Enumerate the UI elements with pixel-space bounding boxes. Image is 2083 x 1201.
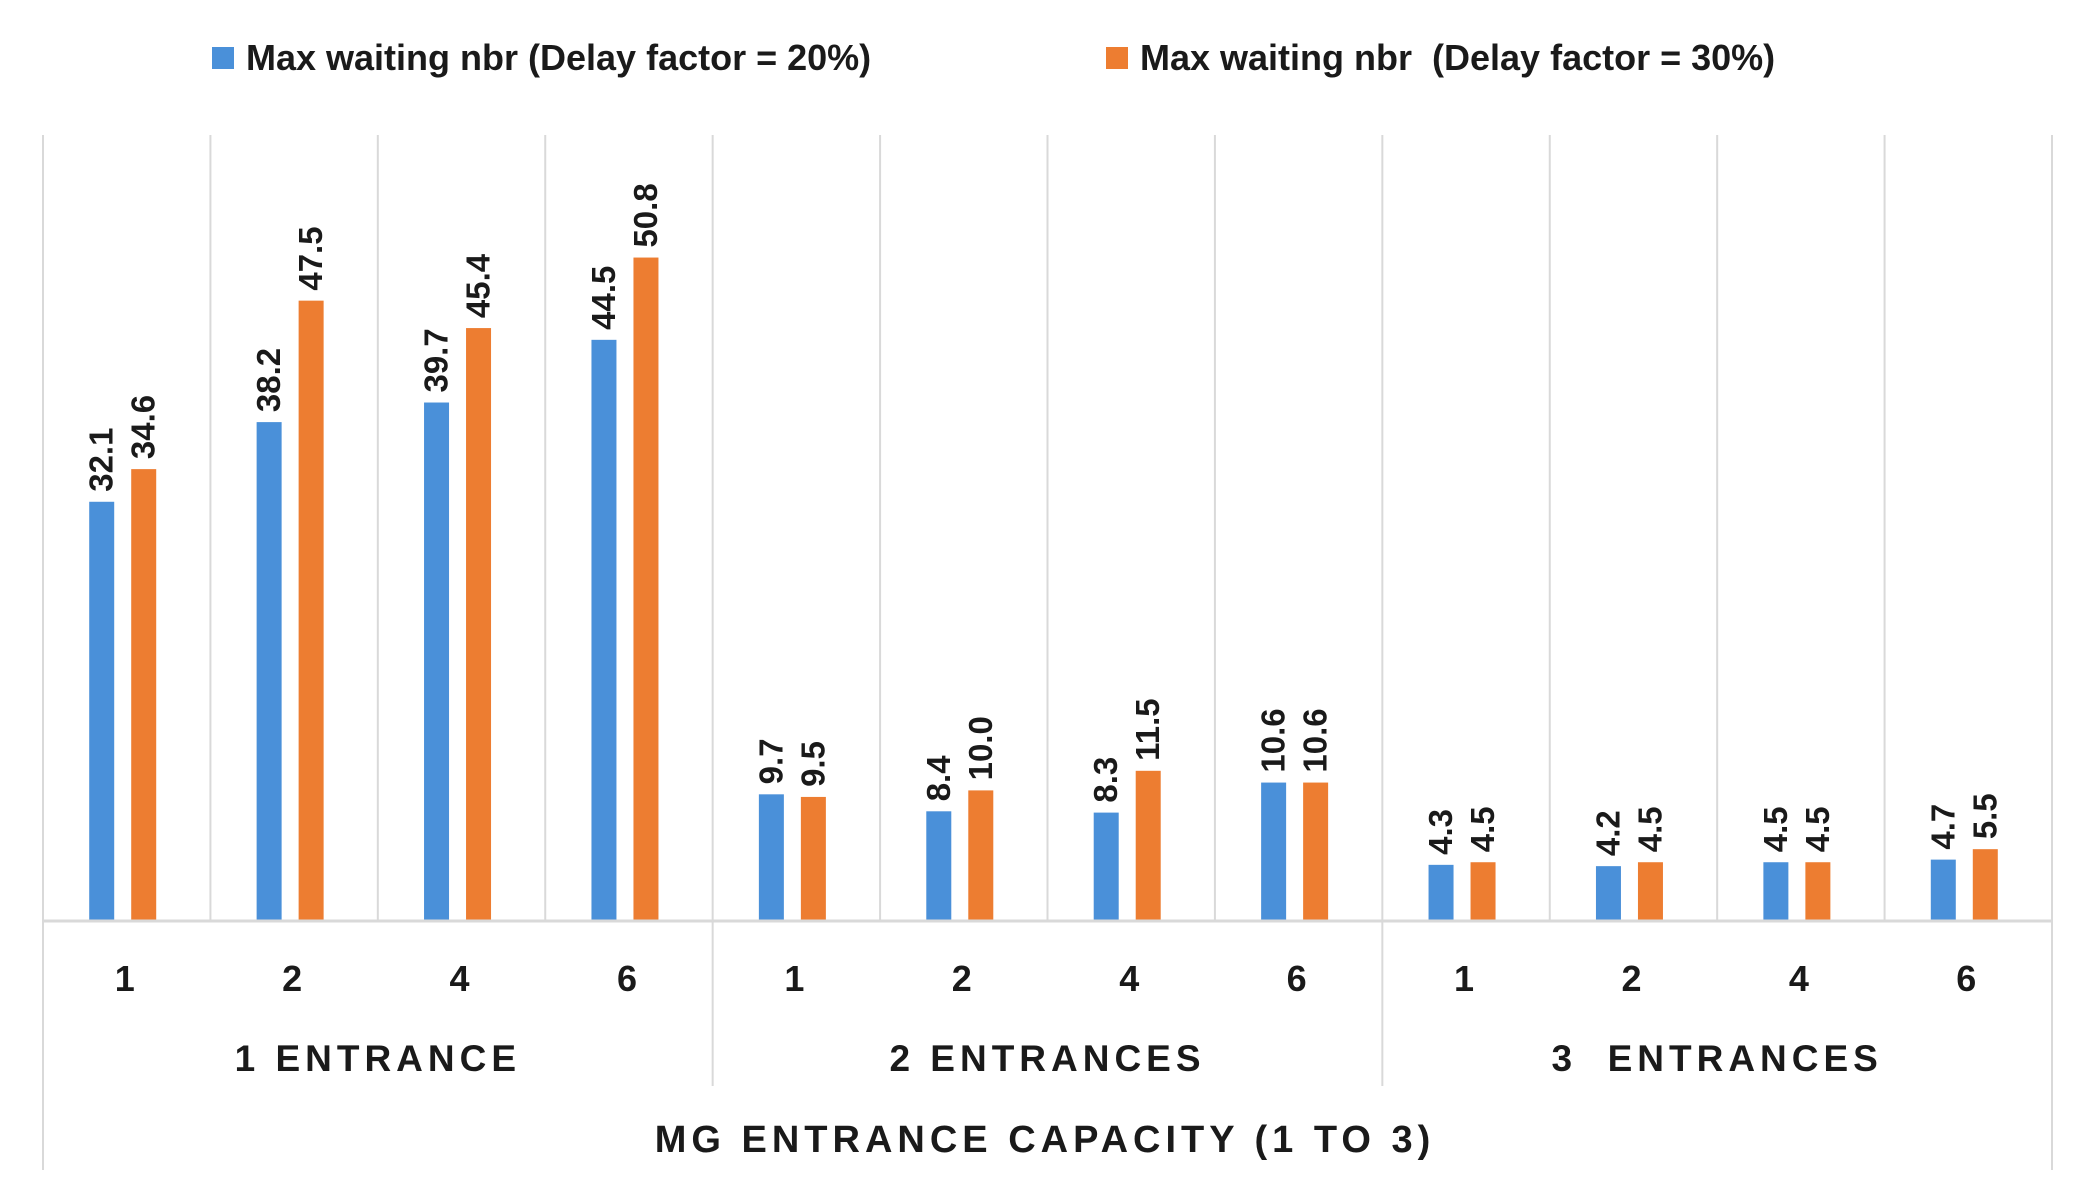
data-label-series-1: 39.7 xyxy=(418,328,455,392)
bar-series-1 xyxy=(1261,782,1287,921)
bar-series-1 xyxy=(926,811,952,921)
group-label: 2 ENTRANCES xyxy=(889,1038,1205,1079)
data-label-series-2: 9.5 xyxy=(794,741,831,787)
legend: Max waiting nbr (Delay factor = 20%) Max… xyxy=(212,37,1775,78)
bars xyxy=(89,257,1998,922)
data-label-series-2: 10.6 xyxy=(1297,708,1334,772)
group-label: 3 ENTRANCES xyxy=(1551,1038,1882,1079)
data-label-series-1: 32.1 xyxy=(83,428,120,492)
bar-series-1 xyxy=(424,402,450,921)
x-tick-label: 4 xyxy=(1119,958,1139,999)
bar-series-2 xyxy=(1135,770,1161,921)
x-tick-label: 2 xyxy=(282,958,302,999)
data-label-series-2: 4.5 xyxy=(1631,806,1668,852)
grid-lines xyxy=(42,135,2053,921)
bar-series-2 xyxy=(298,300,324,921)
x-tick-label: 1 xyxy=(1454,958,1474,999)
bar-series-1 xyxy=(1595,866,1621,921)
legend-label-series-2: Max waiting nbr (Delay factor = 30%) xyxy=(1140,37,1775,78)
data-label-series-1: 9.7 xyxy=(752,738,789,784)
data-label-series-1: 8.3 xyxy=(1087,757,1124,803)
data-label-series-2: 50.8 xyxy=(627,183,664,247)
data-label-series-2: 34.6 xyxy=(125,395,162,459)
x-axis-title: MG ENTRANCE CAPACITY (1 TO 3) xyxy=(655,1119,1436,1161)
bar-series-1 xyxy=(1428,864,1454,921)
data-label-series-1: 8.4 xyxy=(920,755,957,802)
x-tick-label: 1 xyxy=(784,958,804,999)
data-label-series-1: 44.5 xyxy=(585,266,622,330)
data-label-series-1: 4.2 xyxy=(1589,810,1626,856)
x-tick-label: 6 xyxy=(617,958,637,999)
data-label-series-2: 4.5 xyxy=(1799,806,1836,852)
bar-series-1 xyxy=(1930,859,1956,921)
group-label: 1 ENTRANCE xyxy=(235,1038,521,1079)
data-labels: 32.134.6 38.2 47.5 39.745.4 44.550.8 9.7 9.5 8.… xyxy=(83,183,2004,856)
x-tick-label: 6 xyxy=(1956,958,1976,999)
x-tick-label: 4 xyxy=(1789,958,1809,999)
bar-series-2 xyxy=(131,469,157,921)
data-label-series-1: 4.3 xyxy=(1422,809,1459,855)
data-label-series-2: 10.0 xyxy=(962,716,999,780)
data-label-series-2: 4.5 xyxy=(1464,806,1501,852)
legend-swatch-series-2 xyxy=(1106,47,1128,69)
x-tick-label: 2 xyxy=(1621,958,1641,999)
bar-series-1 xyxy=(1093,812,1119,921)
x-tick-label: 4 xyxy=(450,958,470,999)
bar-series-2 xyxy=(1303,782,1329,921)
bar-series-1 xyxy=(758,794,784,921)
data-label-series-1: 10.6 xyxy=(1255,708,1292,772)
data-label-series-1: 4.7 xyxy=(1924,804,1961,850)
data-label-series-2: 47.5 xyxy=(292,226,329,290)
x-tick-label: 2 xyxy=(952,958,972,999)
data-label-series-2: 45.4 xyxy=(460,253,497,318)
bar-series-2 xyxy=(633,257,659,921)
bar-series-1 xyxy=(591,339,617,922)
bar-series-2 xyxy=(1805,862,1831,921)
bar-series-2 xyxy=(800,796,826,921)
data-label-series-1: 38.2 xyxy=(250,348,287,412)
bar-series-2 xyxy=(1637,862,1663,921)
x-axis: MG ENTRANCE CAPACITY (1 TO 3) 1 2 4 6 1 ENTR… xyxy=(42,919,2053,1170)
bar-series-2 xyxy=(1470,862,1496,921)
legend-label-series-1: Max waiting nbr (Delay factor = 20%) xyxy=(246,37,871,78)
x-tick-label: 1 xyxy=(115,958,135,999)
bar-series-1 xyxy=(89,501,115,921)
bar-series-2 xyxy=(1972,849,1998,921)
data-label-series-2: 5.5 xyxy=(1966,793,2003,839)
bar-series-1 xyxy=(256,422,282,921)
data-label-series-1: 4.5 xyxy=(1757,806,1794,852)
bar-series-2 xyxy=(466,328,492,921)
legend-swatch-series-1 xyxy=(212,47,234,69)
data-label-series-2: 11.5 xyxy=(1129,698,1166,760)
x-tick-label: 6 xyxy=(1287,958,1307,999)
bar-series-1 xyxy=(1763,862,1789,921)
bar-series-2 xyxy=(968,790,994,921)
